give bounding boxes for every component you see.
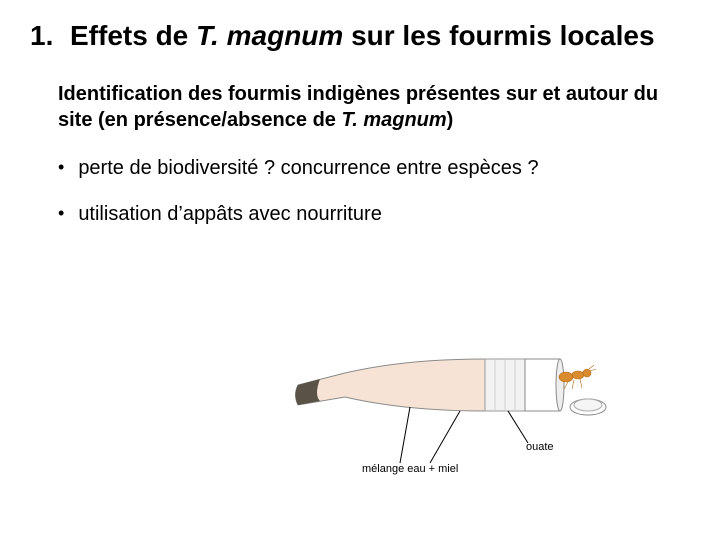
ant-icon: [559, 365, 596, 389]
label-melange: mélange eau + miel: [362, 463, 458, 475]
list-item: utilisation d’appâts avec nourriture: [58, 201, 690, 227]
heading-text: Effets de T. magnum sur les fourmis loca…: [70, 18, 690, 53]
bullet-text: perte de biodiversité ? concurrence entr…: [78, 155, 538, 181]
tube-tip: [296, 379, 321, 405]
slide-heading: 1. Effets de T. magnum sur les fourmis l…: [30, 18, 690, 53]
tube-cap: [570, 399, 606, 415]
heading-species: T. magnum: [196, 20, 343, 51]
tube-open-section: [525, 359, 560, 411]
pointer-melange-2: [430, 411, 460, 463]
subheading-suffix: ): [447, 109, 454, 131]
bullet-list: perte de biodiversité ? concurrence entr…: [58, 155, 690, 227]
pointer-ouate: [508, 411, 528, 443]
slide-subheading: Identification des fourmis indigènes pré…: [58, 81, 690, 133]
heading-prefix: Effets de: [70, 20, 196, 51]
bait-tube-figure: ouate mélange eau + miel: [290, 345, 620, 505]
label-ouate: ouate: [526, 441, 554, 453]
heading-number: 1.: [30, 18, 70, 53]
pointer-melange-1: [400, 407, 410, 463]
list-item: perte de biodiversité ? concurrence entr…: [58, 155, 690, 181]
bullet-text: utilisation d’appâts avec nourriture: [78, 201, 382, 227]
tube-mouth: [556, 359, 564, 411]
slide-root: 1. Effets de T. magnum sur les fourmis l…: [0, 0, 720, 540]
heading-suffix: sur les fourmis locales: [343, 20, 654, 51]
bait-tube-svg: [290, 345, 620, 505]
subheading-species: T. magnum: [341, 109, 446, 131]
